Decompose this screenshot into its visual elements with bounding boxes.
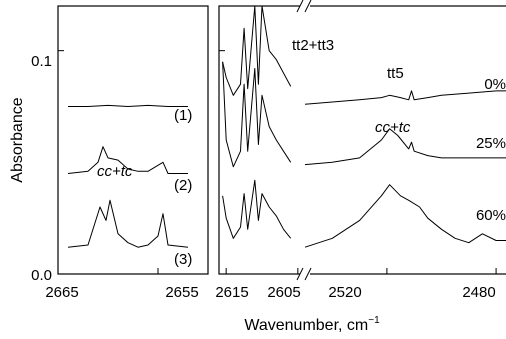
top-break-line-a [296, 0, 304, 13]
middle-trace-2 [222, 61, 292, 168]
left-trace-2 [67, 146, 188, 174]
x-axis-label-text: Wavenumber, cm [244, 317, 368, 334]
x-axis-label-superscript: −1 [368, 315, 380, 326]
spectrum-traces [67, 5, 506, 248]
series-label-3: (3) [174, 251, 192, 268]
right-panel-frame [218, 5, 506, 275]
right-trace-2 [304, 128, 506, 166]
series-label-1: (1) [174, 107, 192, 124]
y-tick-label-bottom: 0.0 [31, 267, 52, 284]
series-label-2: (2) [174, 177, 192, 194]
bottom-break-line-b [304, 267, 312, 281]
x-tick-label-2520: 2520 [328, 284, 361, 301]
bottom-break-line-a [296, 267, 304, 281]
y-tick-label-top: 0.1 [31, 53, 52, 70]
x-tick-label-2615: 2615 [215, 284, 248, 301]
x-tick-label-2655: 2655 [165, 284, 198, 301]
bottom-break-gap [300, 270, 310, 278]
top-axis-break [296, 0, 312, 13]
top-break-line-b [304, 0, 312, 13]
right-trace-3 [304, 184, 506, 248]
x-axis-label: Wavenumber, cm−1 [244, 315, 380, 334]
right-trace-1 [304, 90, 506, 105]
annotation-cc-tc-right: cc+tc [375, 119, 411, 136]
bottom-axis-break [296, 267, 312, 281]
x-tick-label-2605: 2605 [267, 284, 300, 301]
x-tick-label-2480: 2480 [462, 284, 495, 301]
middle-trace-1 [222, 5, 292, 96]
series-label-60pct: 60% [476, 207, 506, 224]
series-label-25pct: 25% [476, 135, 506, 152]
left-trace-3 [67, 199, 189, 248]
left-panel-frame [57, 5, 209, 275]
series-label-0pct: 0% [484, 76, 506, 93]
middle-trace-3 [222, 179, 292, 239]
left-trace-1 [68, 104, 188, 107]
annotation-cc-tc-left: cc+tc [97, 163, 133, 180]
axis-ticks [57, 50, 497, 275]
annotation-tt2-tt3: tt2+tt3 [292, 37, 334, 54]
annotation-tt5: tt5 [387, 65, 404, 82]
top-break-gap [300, 2, 310, 10]
x-tick-label-2665: 2665 [45, 284, 78, 301]
y-axis-label: Absorbance [9, 97, 26, 182]
